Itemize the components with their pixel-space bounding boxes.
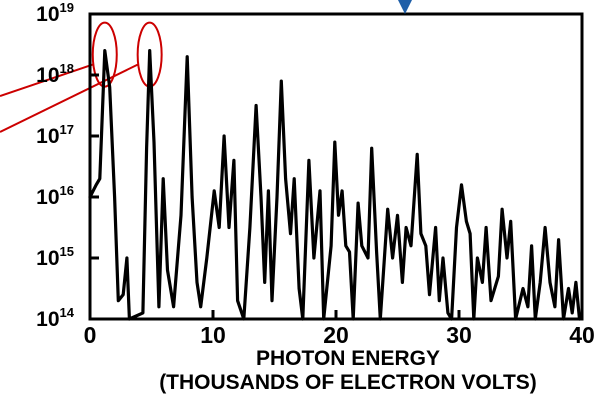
- x-tick-label: 40: [569, 322, 595, 348]
- y-tick-label: 1014: [36, 305, 75, 331]
- y-tick-label: 1018: [36, 61, 74, 87]
- x-tick-label: 30: [446, 322, 472, 348]
- x-axis-subtitle: (THOUSANDS OF ELECTRON VOLTS): [159, 371, 537, 394]
- y-tick-label: 1017: [36, 122, 74, 148]
- y-tick-label: 1016: [36, 183, 74, 209]
- x-axis: 0 10 20 30 40: [84, 310, 595, 348]
- y-axis: 1014 1015 1016 1017 1018 1019: [36, 0, 99, 331]
- y-tick-label: 1019: [36, 0, 74, 26]
- annotation-layer: [0, 21, 163, 133]
- peak-pointer-line: [0, 63, 94, 97]
- x-tick-label: 20: [323, 322, 349, 348]
- peak-pointer-line: [0, 63, 139, 133]
- x-axis-title: PHOTON ENERGY: [256, 347, 440, 370]
- y-tick-label: 1015: [36, 244, 74, 270]
- x-tick-label: 10: [200, 322, 226, 348]
- top-marker-arrow: [398, 0, 412, 14]
- x-tick-label: 0: [84, 322, 97, 348]
- spectrum-line: [88, 48, 582, 321]
